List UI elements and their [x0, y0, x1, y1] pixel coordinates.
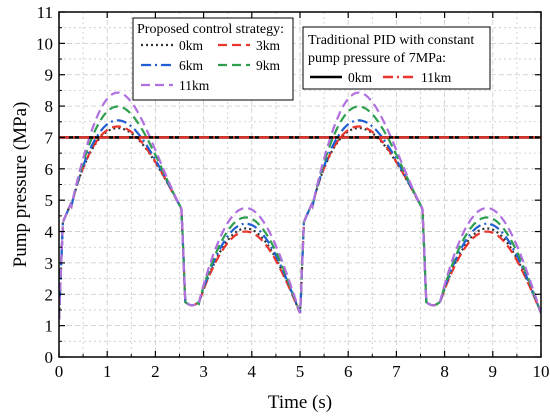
legend-proposed-title: Proposed control strategy: — [137, 22, 284, 37]
y-axis-label: Pump pressure (MPa) — [10, 102, 31, 268]
legend-pid: Traditional PID with constant pump press… — [302, 26, 491, 90]
legend-pid-title-line-2: pump pressure of 7MPa: — [308, 51, 446, 66]
y-tick-label: 11 — [37, 3, 53, 22]
y-tick-label: 9 — [45, 66, 54, 85]
series-line-proposed-11km — [59, 91, 541, 320]
y-tick-label: 6 — [45, 160, 54, 179]
x-tick-label: 8 — [440, 362, 449, 381]
x-tick-label: 7 — [392, 362, 401, 381]
x-tick-label: 0 — [55, 362, 64, 381]
y-tick-label: 10 — [36, 34, 53, 53]
y-tick-label: 2 — [45, 285, 54, 304]
series-layer — [59, 91, 541, 320]
legend-pid-box — [302, 26, 491, 90]
y-tick-label: 8 — [45, 97, 54, 116]
x-tick-label: 3 — [199, 362, 208, 381]
y-tick-label: 1 — [45, 317, 54, 336]
x-tick-label: 1 — [103, 362, 112, 381]
y-tick-label: 7 — [45, 128, 54, 147]
x-tick-label: 4 — [248, 362, 257, 381]
y-tick-label: 4 — [45, 223, 54, 242]
legend-proposed-box — [132, 17, 294, 101]
legend-label-0km: 0km — [179, 38, 204, 53]
y-tick-label: 5 — [45, 191, 54, 210]
axis-ticks: 0 1 2 3 4 5 6 7 8 9 10 0 1 2 3 4 5 6 7 8 9 10 11 — [36, 3, 550, 381]
legend-label-6km: 6km — [179, 58, 204, 73]
legend-label-11km: 11km — [179, 78, 210, 93]
x-tick-label: 5 — [296, 362, 305, 381]
y-tick-label: 3 — [45, 254, 54, 273]
x-tick-label: 6 — [344, 362, 353, 381]
legend-pid-label-11km: 11km — [421, 70, 452, 85]
legend-pid-label-0km: 0km — [348, 70, 373, 85]
legend-pid-title-line-1: Traditional PID with constant — [308, 33, 474, 48]
x-tick-label: 2 — [151, 362, 160, 381]
x-axis-label: Time (s) — [268, 392, 332, 413]
x-tick-label: 9 — [489, 362, 498, 381]
y-tick-label: 0 — [45, 348, 54, 367]
x-tick-label: 10 — [533, 362, 550, 381]
legend-label-9km: 9km — [256, 58, 281, 73]
legend-proposed: Proposed control strategy: 0km 3km 6km 9km 1… — [132, 17, 294, 101]
legend-label-3km: 3km — [256, 38, 281, 53]
